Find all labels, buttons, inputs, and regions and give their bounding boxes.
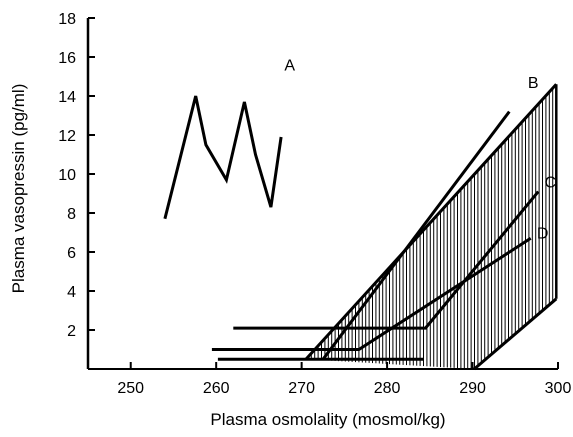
series-line-b	[321, 110, 511, 361]
curve-label-a: A	[284, 58, 295, 75]
axes	[86, 18, 558, 370]
x-tick-label: 270	[288, 380, 315, 397]
series-layer	[163, 95, 540, 361]
x-tick-label: 300	[545, 380, 572, 397]
x-tick-label: 250	[117, 380, 144, 397]
region-lower-boundary	[473, 297, 558, 371]
y-tick-label: 4	[67, 284, 76, 301]
curve-label-c: C	[545, 175, 557, 192]
series-line-d	[211, 237, 532, 351]
y-tick-label: 8	[67, 206, 76, 223]
x-tick-label: 280	[374, 380, 401, 397]
curve-labels: A B C D	[284, 58, 556, 243]
series-line-a	[163, 95, 283, 220]
x-axis-title: Plasma osmolality (mosmol/kg)	[210, 410, 445, 429]
y-tick-label: 2	[67, 323, 76, 340]
shaded-region	[304, 83, 558, 371]
series-line-c	[233, 190, 540, 330]
y-tick-label: 10	[58, 167, 76, 184]
y-tick-label: 12	[58, 128, 76, 145]
ticks: 2 4 6 8 10 12 14 16 18 250 260 270 280 290 300	[58, 11, 571, 397]
y-tick-label: 18	[58, 11, 76, 28]
y-tick-label: 6	[67, 245, 76, 262]
region-upper-boundary	[304, 83, 558, 361]
y-tick-label: 16	[58, 50, 76, 67]
x-tick-label: 290	[459, 380, 486, 397]
x-tick-label: 260	[203, 380, 230, 397]
y-axis-title: Plasma vasopressin (pg/ml)	[9, 84, 28, 294]
curve-label-d: D	[537, 225, 549, 242]
curve-label-b: B	[528, 75, 539, 92]
y-tick-label: 14	[58, 89, 76, 106]
